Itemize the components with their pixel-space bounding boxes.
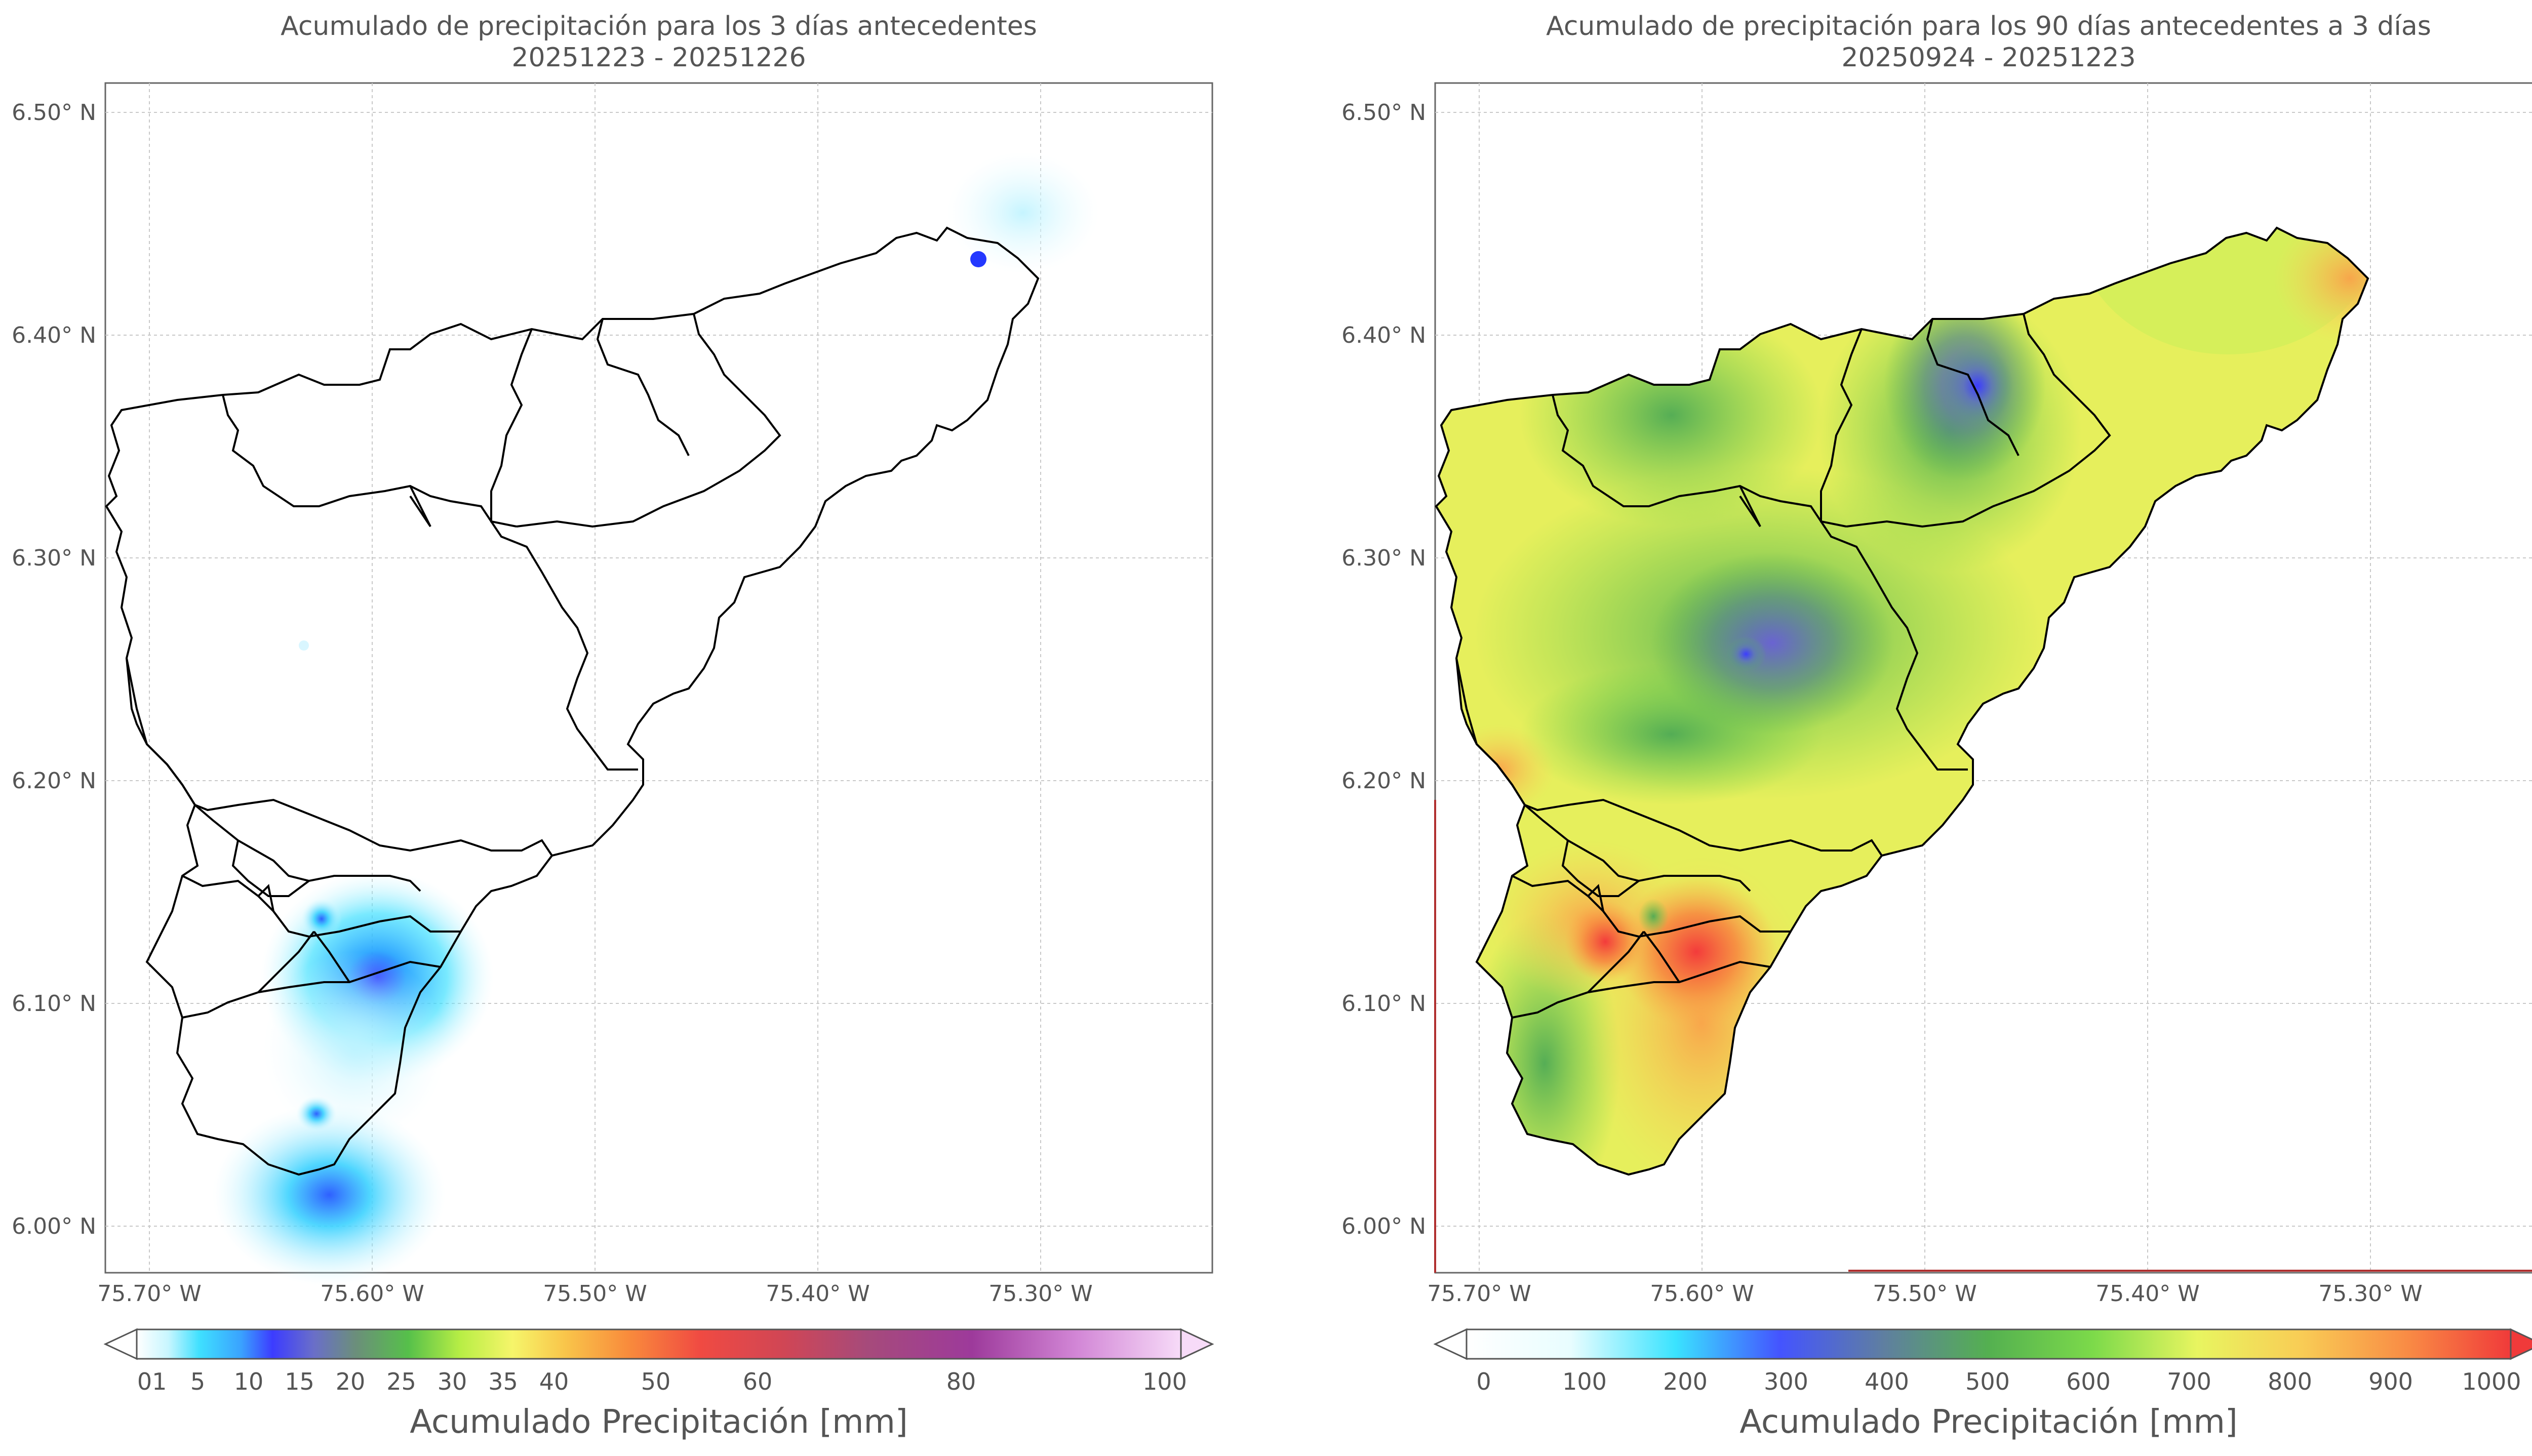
left-lat-tick-labels: 6.50° N 6.40° N 6.30° N 6.20° N 6.10° N … — [12, 100, 96, 1239]
colorbar-tick-label: 100 — [1562, 1368, 1607, 1395]
colorbar-tick-label: 800 — [2268, 1368, 2312, 1395]
colorbar-tick-label: 900 — [2368, 1368, 2413, 1395]
left-precip-field — [213, 152, 1099, 1286]
lon-tick-label: 75.50° W — [543, 1281, 647, 1307]
precip-zone — [1651, 552, 1894, 734]
right-title-line1: Acumulado de precipitación para los 90 d… — [1546, 11, 2431, 42]
right-colorbar-bar — [1466, 1328, 2512, 1360]
left-colorbar: 01 5 10 15 20 25 30 35 40 50 60 80 100 Acumulado Pre… — [103, 1328, 1214, 1441]
lon-tick-label: 75.50° W — [1873, 1281, 1976, 1307]
colorbar-tick-label: 5 — [190, 1368, 205, 1395]
lat-tick-label: 6.10° N — [1341, 991, 1426, 1017]
lat-tick-label: 6.20° N — [1341, 768, 1426, 794]
colorbar-tick-label: 200 — [1663, 1368, 1708, 1395]
precip-zone — [1942, 345, 2013, 426]
lat-tick-label: 6.00° N — [12, 1214, 96, 1239]
lat-tick-label: 6.30° N — [1341, 545, 1426, 571]
precip-cell — [301, 899, 342, 939]
precip-zone — [1638, 899, 1669, 934]
colorbar-tick-label: 600 — [2066, 1368, 2111, 1395]
left-map-panel: 6.50° N 6.40° N 6.30° N 6.20° N 6.10° N … — [12, 82, 1213, 1307]
lat-tick-label: 6.40° N — [1341, 322, 1426, 348]
lat-tick-label: 6.30° N — [12, 545, 96, 571]
left-colorbar-label: Acumulado Precipitación [mm] — [410, 1403, 908, 1441]
precip-cell — [947, 152, 1099, 273]
lon-tick-label: 75.70° W — [1427, 1281, 1531, 1307]
colorbar-tick-label: 1000 — [2462, 1368, 2521, 1395]
precip-cell — [263, 952, 446, 1144]
left-colorbar-ticks: 01 5 10 15 20 25 30 35 40 50 60 80 100 — [137, 1368, 1187, 1395]
left-title-line1: Acumulado de precipitación para los 3 dí… — [281, 11, 1037, 42]
colorbar-tick-label: 50 — [641, 1368, 671, 1395]
lat-tick-label: 6.00° N — [1341, 1214, 1426, 1239]
right-colorbar-label: Acumulado Precipitación [mm] — [1739, 1403, 2238, 1441]
right-lon-tick-labels: 75.70° W 75.60° W 75.50° W 75.40° W 75.3… — [1427, 1281, 2422, 1307]
left-lon-tick-labels: 75.70° W 75.60° W 75.50° W 75.40° W 75.3… — [97, 1281, 1092, 1307]
precip-zone — [2274, 228, 2368, 344]
colorbar-tick-label: 700 — [2167, 1368, 2211, 1395]
colorbar-tick-label: 100 — [1142, 1368, 1187, 1395]
lat-tick-label: 6.40° N — [12, 322, 96, 348]
colorbar-tick-label: 35 — [488, 1368, 518, 1395]
colorbar-tick-label: 25 — [386, 1368, 416, 1395]
left-title-line2: 20251223 - 20251226 — [511, 43, 806, 73]
colorbar-tick-label: 300 — [1764, 1368, 1808, 1395]
right-map-panel: 6.50° N 6.40° N 6.30° N 6.20° N 6.10° N … — [1341, 82, 2532, 1307]
colorbar-extend-high — [2510, 1328, 2532, 1360]
colorbar-extend-high — [1180, 1328, 1214, 1360]
colorbar-extend-low — [1433, 1328, 1468, 1360]
left-colorbar-bar — [136, 1328, 1182, 1360]
colorbar-tick-label: 80 — [946, 1368, 976, 1395]
lon-tick-label: 75.60° W — [1650, 1281, 1754, 1307]
colorbar-tick-label: 15 — [285, 1368, 314, 1395]
colorbar-tick-label: 0 — [1476, 1368, 1491, 1395]
precip-cell — [970, 251, 986, 267]
colorbar-tick-label: 400 — [1865, 1368, 1909, 1395]
colorbar-tick-label: 500 — [1965, 1368, 2010, 1395]
lon-tick-label: 75.30° W — [988, 1281, 1092, 1307]
right-colorbar: 0 100 200 300 400 500 600 700 800 900 1000 Acumula… — [1433, 1328, 2532, 1441]
precip-cell — [213, 1104, 446, 1286]
precip-zone — [1565, 901, 1646, 982]
lat-tick-label: 6.10° N — [12, 991, 96, 1017]
colorbar-tick-label: 60 — [743, 1368, 773, 1395]
right-lat-tick-labels: 6.50° N 6.40° N 6.30° N 6.20° N 6.10° N … — [1341, 100, 1426, 1239]
precip-cell — [299, 640, 309, 651]
precip-cell — [296, 1096, 337, 1131]
lat-tick-label: 6.50° N — [12, 100, 96, 126]
right-colorbar-ticks: 0 100 200 300 400 500 600 700 800 900 1000 — [1476, 1368, 2521, 1395]
right-title-line2: 20250924 - 20251223 — [1841, 43, 2136, 73]
lon-tick-label: 75.70° W — [97, 1281, 201, 1307]
lon-tick-label: 75.60° W — [320, 1281, 424, 1307]
colorbar-tick-label: 10 — [234, 1368, 264, 1395]
colorbar-extend-low — [103, 1328, 138, 1360]
colorbar-tick-label: 40 — [539, 1368, 569, 1395]
lon-tick-label: 75.30° W — [2318, 1281, 2422, 1307]
lat-tick-label: 6.50° N — [1341, 100, 1426, 126]
lon-tick-label: 75.40° W — [766, 1281, 869, 1307]
colorbar-tick-label: 01 — [137, 1368, 167, 1395]
colorbar-tick-label: 30 — [438, 1368, 467, 1395]
lat-tick-label: 6.20° N — [12, 768, 96, 794]
precip-zone — [1726, 636, 1766, 672]
lon-tick-label: 75.40° W — [2095, 1281, 2199, 1307]
colorbar-tick-label: 20 — [336, 1368, 366, 1395]
